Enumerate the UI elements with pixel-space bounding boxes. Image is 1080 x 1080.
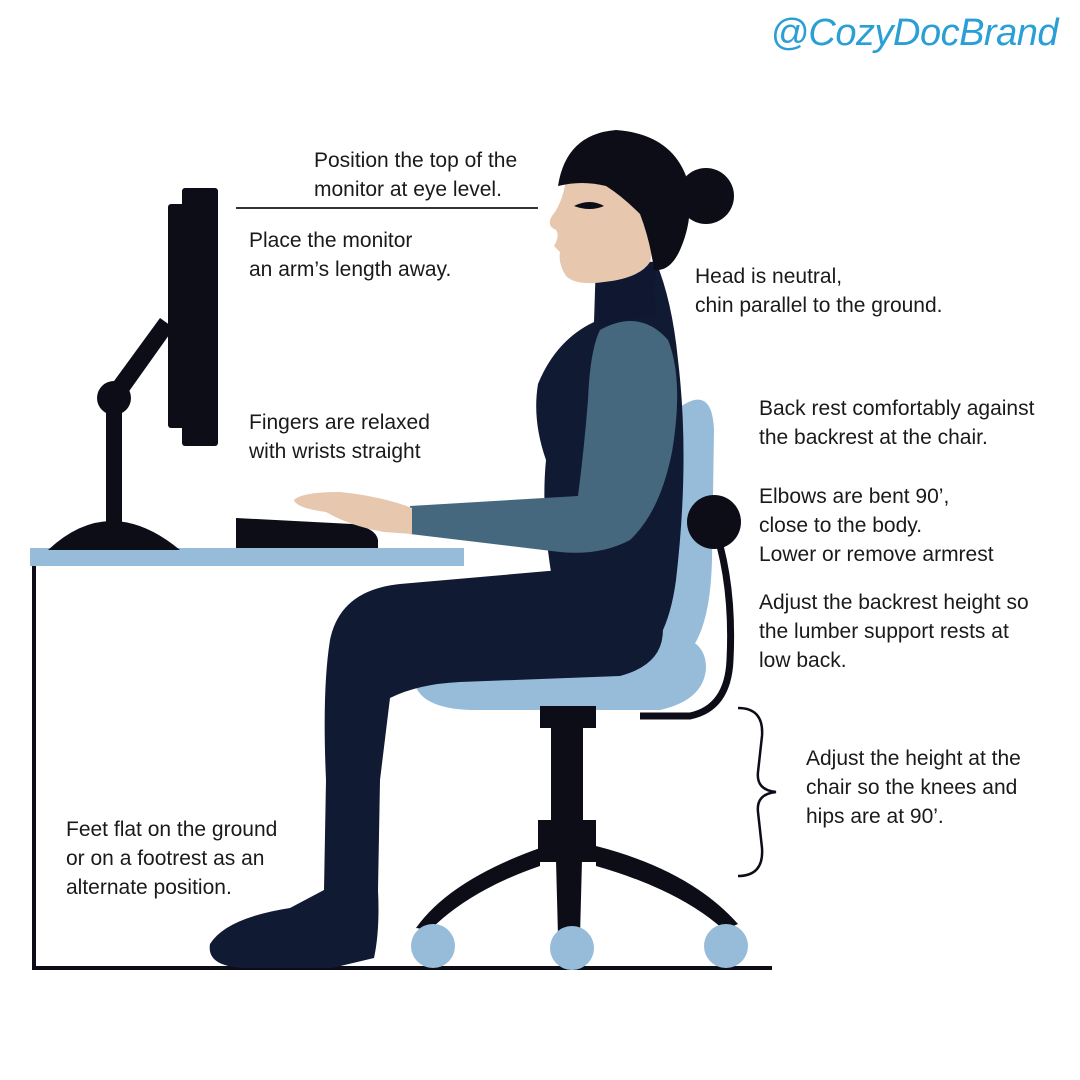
monitor-screen	[182, 188, 218, 446]
monitor-arm	[106, 318, 174, 404]
annotation-monitor-distance: Place the monitor an arm’s length away.	[249, 226, 451, 284]
chair-leg-right	[596, 846, 738, 930]
person-hand	[294, 492, 412, 534]
annotation-line: Adjust the backrest height so	[759, 591, 1029, 614]
floor-line	[32, 966, 772, 970]
person-arm-sleeve	[410, 321, 678, 553]
annotation-line: alternate position.	[66, 876, 232, 899]
annotation-chair-height: Adjust the height at the chair so the kn…	[806, 744, 1021, 831]
chair-leg-center	[556, 860, 582, 936]
annotation-elbows: Elbows are bent 90’, close to the body. …	[759, 482, 994, 569]
annotation-line: Position the top of the	[314, 149, 518, 172]
chair-gas-cylinder	[538, 820, 596, 862]
eye-level-line	[236, 207, 538, 209]
chair-wheel-right	[704, 924, 748, 968]
annotation-monitor-top: Position the top of the monitor at eye l…	[314, 146, 517, 204]
annotation-line: Fingers are relaxed	[249, 411, 430, 434]
chair-column	[551, 728, 583, 824]
keyboard	[236, 518, 378, 548]
desk	[30, 548, 464, 968]
chair-armrest-knob	[687, 495, 741, 549]
chair-seat-mount	[540, 706, 596, 728]
annotation-line: or on a footrest as an	[66, 847, 265, 870]
person-legs	[209, 570, 663, 968]
chair-back-support	[640, 518, 735, 720]
annotation-line: Elbows are bent 90’,	[759, 485, 950, 508]
monitor	[48, 188, 218, 550]
person	[209, 130, 734, 968]
annotation-feet: Feet flat on the ground or on a footrest…	[66, 815, 277, 902]
annotation-line: an arm’s length away.	[249, 258, 452, 281]
annotation-line: Adjust the height at the	[806, 747, 1021, 770]
annotation-line: with wrists straight	[249, 440, 421, 463]
person-hair	[558, 130, 690, 271]
annotation-back: Back rest comfortably against the backre…	[759, 394, 1034, 452]
monitor-screen-back	[168, 204, 186, 428]
annotation-line: Place the monitor	[249, 229, 413, 252]
annotation-backrest-height: Adjust the backrest height so the lumber…	[759, 588, 1029, 675]
desk-top	[30, 548, 464, 566]
monitor-post	[106, 398, 122, 550]
annotation-line: close to the body.	[759, 514, 923, 537]
desk-leg	[32, 566, 36, 968]
annotation-line: Head is neutral,	[695, 265, 843, 288]
chair-wheel-left	[411, 924, 455, 968]
brand-handle[interactable]: @CozyDocBrand	[770, 12, 1058, 54]
annotation-head: Head is neutral, chin parallel to the gr…	[695, 262, 943, 320]
annotation-line: Lower or remove armrest	[759, 543, 994, 566]
annotation-line: chair so the knees and	[806, 776, 1018, 799]
person-hair-bun	[678, 168, 734, 224]
annotation-line: chin parallel to the ground.	[695, 294, 943, 317]
annotation-line: the backrest at the chair.	[759, 426, 988, 449]
annotation-line: Feet flat on the ground	[66, 818, 278, 841]
chair-leg-left	[416, 848, 540, 930]
person-eye	[574, 202, 604, 209]
annotation-line: Back rest comfortably against	[759, 397, 1035, 420]
annotation-fingers: Fingers are relaxed with wrists straight	[249, 408, 430, 466]
annotation-line: hips are at 90’.	[806, 805, 944, 828]
annotation-line: the lumber support rests at	[759, 620, 1009, 643]
chair-wheel-center	[550, 926, 594, 970]
annotation-line: monitor at eye level.	[314, 178, 502, 201]
height-brace	[737, 706, 777, 878]
annotation-line: low back.	[759, 649, 847, 672]
